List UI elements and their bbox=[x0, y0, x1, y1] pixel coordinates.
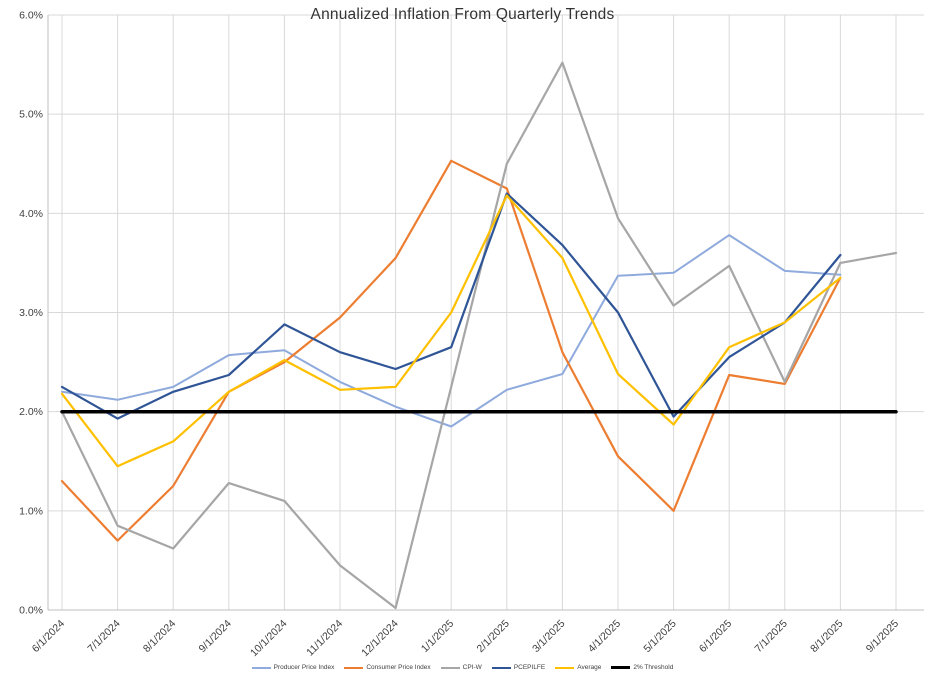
chart-title: Annualized Inflation From Quarterly Tren… bbox=[310, 6, 615, 23]
y-axis-tick-label: 1.0% bbox=[19, 505, 43, 517]
legend-line-swatch bbox=[491, 666, 511, 669]
legend-label: PCEPILFE bbox=[513, 664, 546, 671]
legend-line-swatch bbox=[555, 666, 575, 669]
y-axis-tick-label: 0.0% bbox=[19, 605, 43, 617]
series-line-pcepilfe bbox=[60, 192, 842, 420]
legend-item-producer-price-index[interactable]: Producer Price Index bbox=[251, 664, 335, 671]
y-axis-tick-label: 4.0% bbox=[19, 208, 43, 220]
series-line-average bbox=[60, 194, 842, 468]
x-axis-tick-label: 11/1/2024 bbox=[304, 618, 345, 659]
chart-legend: Producer Price Index Consumer Price Index… bbox=[0, 664, 925, 671]
legend-line-swatch bbox=[440, 666, 460, 669]
legend-line-swatch bbox=[611, 666, 631, 669]
y-axis-tick-label: 2.0% bbox=[19, 406, 43, 418]
y-axis-tick-label: 5.0% bbox=[19, 109, 43, 121]
x-axis-tick-label: 7/1/2025 bbox=[753, 618, 790, 655]
x-axis-tick-label: 10/1/2024 bbox=[248, 618, 290, 660]
x-axis-tick-label: 8/1/2024 bbox=[141, 618, 178, 655]
legend-line-swatch bbox=[251, 666, 271, 669]
legend-label: Consumer Price Index bbox=[366, 664, 431, 671]
y-axis-tick-label: 3.0% bbox=[19, 307, 43, 319]
legend-line-swatch bbox=[344, 666, 364, 669]
legend-label: Average bbox=[577, 664, 602, 671]
series-line-consumer-price-index bbox=[60, 159, 842, 542]
x-axis-tick-label: 9/1/2024 bbox=[197, 618, 234, 655]
legend-label: CPI-W bbox=[462, 664, 482, 671]
y-axis-tick-label: 6.0% bbox=[19, 10, 43, 22]
x-axis-tick-label: 2/1/2025 bbox=[475, 618, 512, 655]
x-axis-tick-label: 4/1/2025 bbox=[586, 618, 623, 655]
legend-item-cpi-w[interactable]: CPI-W bbox=[440, 664, 482, 671]
legend-item-2-threshold[interactable]: 2% Threshold bbox=[611, 664, 673, 671]
series-line-producer-price-index bbox=[61, 234, 842, 428]
x-axis-tick-label: 1/1/2025 bbox=[419, 618, 456, 655]
x-axis-tick-label: 3/1/2025 bbox=[530, 618, 567, 655]
x-axis-tick-label: 8/1/2025 bbox=[808, 618, 845, 655]
legend-label: Producer Price Index bbox=[273, 664, 335, 671]
x-axis-tick-label: 12/1/2024 bbox=[359, 618, 401, 660]
legend-item-average[interactable]: Average bbox=[555, 664, 601, 671]
x-axis-tick-label: 7/1/2024 bbox=[85, 618, 122, 655]
x-axis-tick-label: 9/1/2025 bbox=[864, 618, 901, 655]
series-line-cpi-w bbox=[60, 61, 898, 610]
x-axis-tick-label: 6/1/2025 bbox=[697, 618, 734, 655]
legend-item-pcepilfe[interactable]: PCEPILFE bbox=[491, 664, 546, 671]
x-axis-tick-label: 5/1/2025 bbox=[641, 618, 678, 655]
x-axis-tick-label: 6/1/2024 bbox=[30, 618, 67, 655]
legend-label: 2% Threshold bbox=[633, 664, 674, 671]
legend-item-consumer-price-index[interactable]: Consumer Price Index bbox=[344, 664, 431, 671]
